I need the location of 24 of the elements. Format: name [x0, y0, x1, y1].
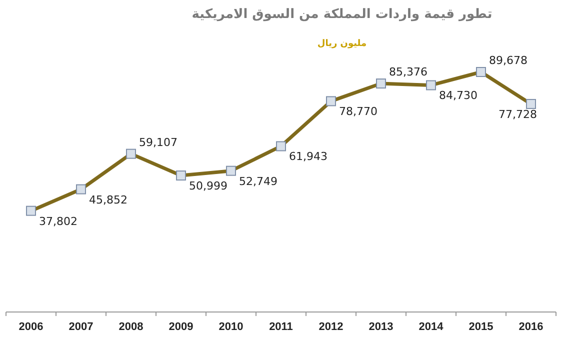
x-tick-label: 2013 — [368, 321, 394, 333]
x-tick-label: 2015 — [468, 321, 494, 333]
data-label: 89,678 — [489, 54, 528, 67]
data-label: 84,730 — [439, 89, 478, 102]
data-label: 52,749 — [239, 174, 278, 188]
x-tick-label: 2010 — [218, 321, 244, 333]
data-label: 77,728 — [498, 108, 537, 121]
x-tick-label: 2006 — [18, 321, 44, 333]
chart-subtitle: مليون ريال — [317, 39, 367, 49]
data-label: 59,107 — [139, 136, 178, 149]
data-label: 37,802 — [39, 214, 78, 228]
x-tick-label: 2007 — [68, 321, 94, 333]
x-tick-label: 2016 — [518, 321, 544, 333]
data-label: 61,943 — [289, 150, 328, 164]
x-tick-label: 2014 — [418, 321, 444, 333]
x-tick-label: 2009 — [168, 321, 194, 333]
data-label: 85,376 — [389, 66, 428, 79]
data-label: 78,770 — [339, 105, 378, 118]
x-tick-label: 2012 — [318, 321, 344, 333]
chart-title: تطور قيمة واردات المملكة من السوق الامريكية — [192, 7, 492, 22]
data-label: 50,999 — [189, 180, 228, 193]
x-tick-label: 2008 — [118, 321, 144, 333]
data-label: 45,852 — [89, 193, 128, 206]
x-tick-label: 2011 — [269, 321, 293, 333]
